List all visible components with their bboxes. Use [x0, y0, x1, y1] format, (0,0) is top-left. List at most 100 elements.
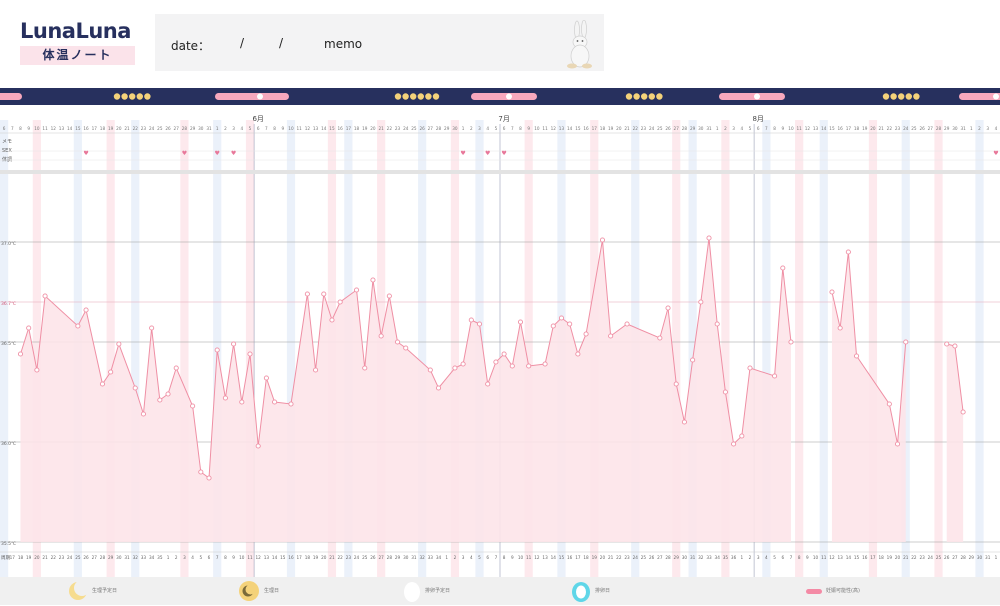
temperature-point: [903, 339, 909, 345]
temperature-point: [714, 321, 720, 327]
temperature-point: [493, 359, 499, 365]
moon-marker-icon: [890, 93, 897, 100]
temperature-point: [460, 361, 466, 367]
month-label: 7月: [498, 115, 509, 123]
cycle-day-number: 6: [486, 555, 489, 560]
cycle-day-number: 24: [67, 555, 73, 560]
temperature-point: [206, 475, 212, 481]
day-number: 1: [462, 126, 465, 131]
day-number: 29: [444, 126, 450, 131]
cycle-day-number: 35: [723, 555, 729, 560]
day-number: 11: [797, 126, 803, 131]
temperature-point: [608, 333, 614, 339]
moon-marker-icon: [656, 93, 663, 100]
legend-label: 生理日: [264, 588, 280, 594]
cycle-day-number: 10: [813, 555, 819, 560]
cycle-day-number: 29: [674, 555, 680, 560]
day-number: 8: [273, 126, 276, 131]
sex-heart-icon: ♥: [215, 150, 220, 157]
moon-marker-icon: [898, 93, 905, 100]
cycle-day-number: 22: [911, 555, 917, 560]
moon-marker-icon: [648, 93, 655, 100]
cycle-day-number: 15: [559, 555, 565, 560]
day-number: 25: [411, 126, 417, 131]
moon-marker-icon: [913, 93, 920, 100]
day-number: 10: [288, 126, 294, 131]
cycle-day-number: 6: [208, 555, 211, 560]
temperature-point: [75, 323, 81, 329]
logo-word: LunaLuna: [20, 19, 131, 43]
cycle-day-number: 25: [362, 555, 368, 560]
day-number: 29: [944, 126, 950, 131]
cycle-day-number: 26: [370, 555, 376, 560]
cycle-day-number: 34: [715, 555, 721, 560]
temperature-point: [337, 299, 343, 305]
day-number: 28: [682, 126, 688, 131]
cycle-day-number: 23: [59, 555, 65, 560]
legend-bar: 生理予定日 生理日 排卵予定日 排卵日 妊娠可能性(高): [0, 577, 1000, 605]
cycle-day-number: 31: [411, 555, 417, 560]
temperature-point: [108, 369, 114, 375]
temperature-point: [583, 331, 589, 337]
day-number: 10: [34, 126, 40, 131]
day-number: 1: [970, 126, 973, 131]
cycle-day-number: 21: [329, 555, 335, 560]
cycle-day-number: 13: [542, 555, 548, 560]
cycle-day-number: 22: [337, 555, 343, 560]
y-tick-label: 35.5℃: [1, 541, 16, 547]
temperature-point: [329, 317, 335, 323]
cycle-day-number: 4: [765, 555, 768, 560]
cycle-day-number: 15: [854, 555, 860, 560]
day-number: 26: [665, 126, 671, 131]
temperature-point: [558, 315, 565, 321]
temperature-point: [690, 357, 696, 363]
day-number: 3: [732, 126, 735, 131]
cycle-day-number: 5: [773, 555, 776, 560]
moon-full-icon: [239, 581, 259, 601]
cycle-day-number: 32: [698, 555, 704, 560]
cycle-day-number: 17: [870, 555, 876, 560]
temperature-point: [42, 293, 48, 299]
temperature-point: [378, 333, 384, 339]
temperature-point: [731, 441, 737, 447]
row-label: メモ: [2, 139, 12, 145]
day-number: 31: [206, 126, 212, 131]
temperature-point: [313, 367, 319, 373]
cycle-day-number: 30: [977, 555, 983, 560]
section-separator: [0, 170, 1000, 174]
cycle-day-number: 29: [108, 555, 114, 560]
temperature-area: [946, 344, 964, 542]
cycle-day-number: 26: [944, 555, 950, 560]
temperature-area: [831, 252, 906, 542]
day-number: 28: [936, 126, 942, 131]
cycle-day-number: 10: [518, 555, 524, 560]
column-band: [524, 120, 533, 577]
cycle-day-number: 18: [305, 555, 311, 560]
temperature-point: [403, 345, 409, 351]
day-number: 16: [837, 126, 843, 131]
temperature-point: [952, 343, 958, 349]
temperature-point: [99, 381, 106, 387]
cycle-day-number: 31: [985, 555, 991, 560]
moon-marker-icon: [410, 93, 417, 100]
cycle-day-number: 16: [288, 555, 294, 560]
cycle-day-number: 17: [10, 555, 16, 560]
day-number: 27: [674, 126, 680, 131]
temperature-point: [698, 299, 704, 305]
day-number: 15: [829, 126, 835, 131]
column-band: [32, 120, 41, 577]
y-tick-label: 37.0℃: [1, 241, 16, 247]
cycle-day-number: 33: [706, 555, 712, 560]
month-label: 8月: [752, 115, 763, 123]
column-band: [672, 120, 681, 577]
y-tick-label: 36.5℃: [1, 341, 16, 347]
temperature-point: [231, 341, 237, 347]
day-number: 20: [116, 126, 122, 131]
day-number: 10: [788, 126, 794, 131]
temperature-point: [485, 381, 491, 387]
cycle-day-number: 28: [100, 555, 106, 560]
day-number: 6: [257, 126, 260, 131]
day-number: 30: [198, 126, 204, 131]
moon-marker-icon: [905, 93, 912, 100]
temperature-point: [263, 375, 269, 381]
